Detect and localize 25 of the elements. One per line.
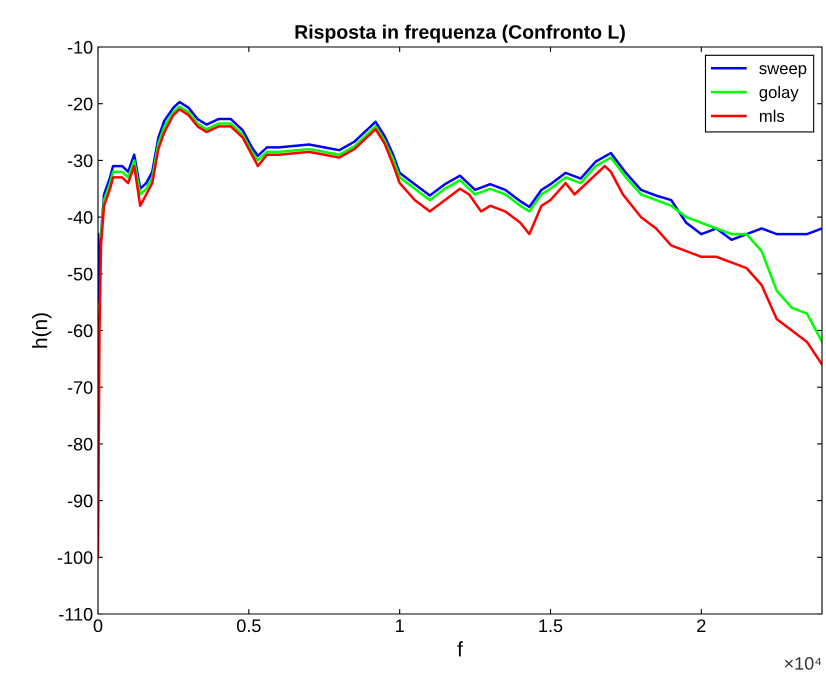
x-axis-title: f xyxy=(457,641,463,656)
y-tick-label: -30 xyxy=(68,154,92,168)
x-tick-label: 0 xyxy=(94,619,102,632)
y-tick-label: -10 xyxy=(68,40,92,54)
x-tick-label: 1 xyxy=(396,620,404,632)
y-tick-label: -60 xyxy=(68,324,92,338)
line-series xyxy=(100,105,822,344)
legend-label: mls xyxy=(760,110,784,122)
y-axis-title: h(n) xyxy=(32,313,52,348)
chart-title: Risposta in frequenza (Confronto L) xyxy=(296,24,625,43)
y-tick-label: -90 xyxy=(68,494,92,508)
line-series xyxy=(98,108,822,559)
y-tick-label: -50 xyxy=(68,268,92,281)
y-tick-label: -20 xyxy=(68,98,92,110)
y-tick-label: -80 xyxy=(68,438,92,451)
y-tick-label: -100 xyxy=(58,551,92,564)
x-tick-label: 1.5 xyxy=(539,620,562,632)
x-tick-label: 2 xyxy=(697,619,706,632)
y-tick-label: -70 xyxy=(68,381,92,394)
x-tick-label: 0.5 xyxy=(236,619,261,632)
y-tick-label: -110 xyxy=(59,608,92,621)
y-tick-label: -40 xyxy=(68,211,92,224)
text: ×10⁴ xyxy=(784,657,822,670)
legend-label: sweep xyxy=(759,65,806,78)
legend-label: golay xyxy=(760,86,799,102)
